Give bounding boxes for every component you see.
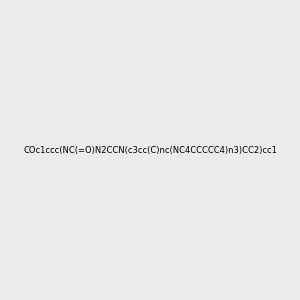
Text: COc1ccc(NC(=O)N2CCN(c3cc(C)nc(NC4CCCCC4)n3)CC2)cc1: COc1ccc(NC(=O)N2CCN(c3cc(C)nc(NC4CCCCC4)… <box>23 146 277 154</box>
